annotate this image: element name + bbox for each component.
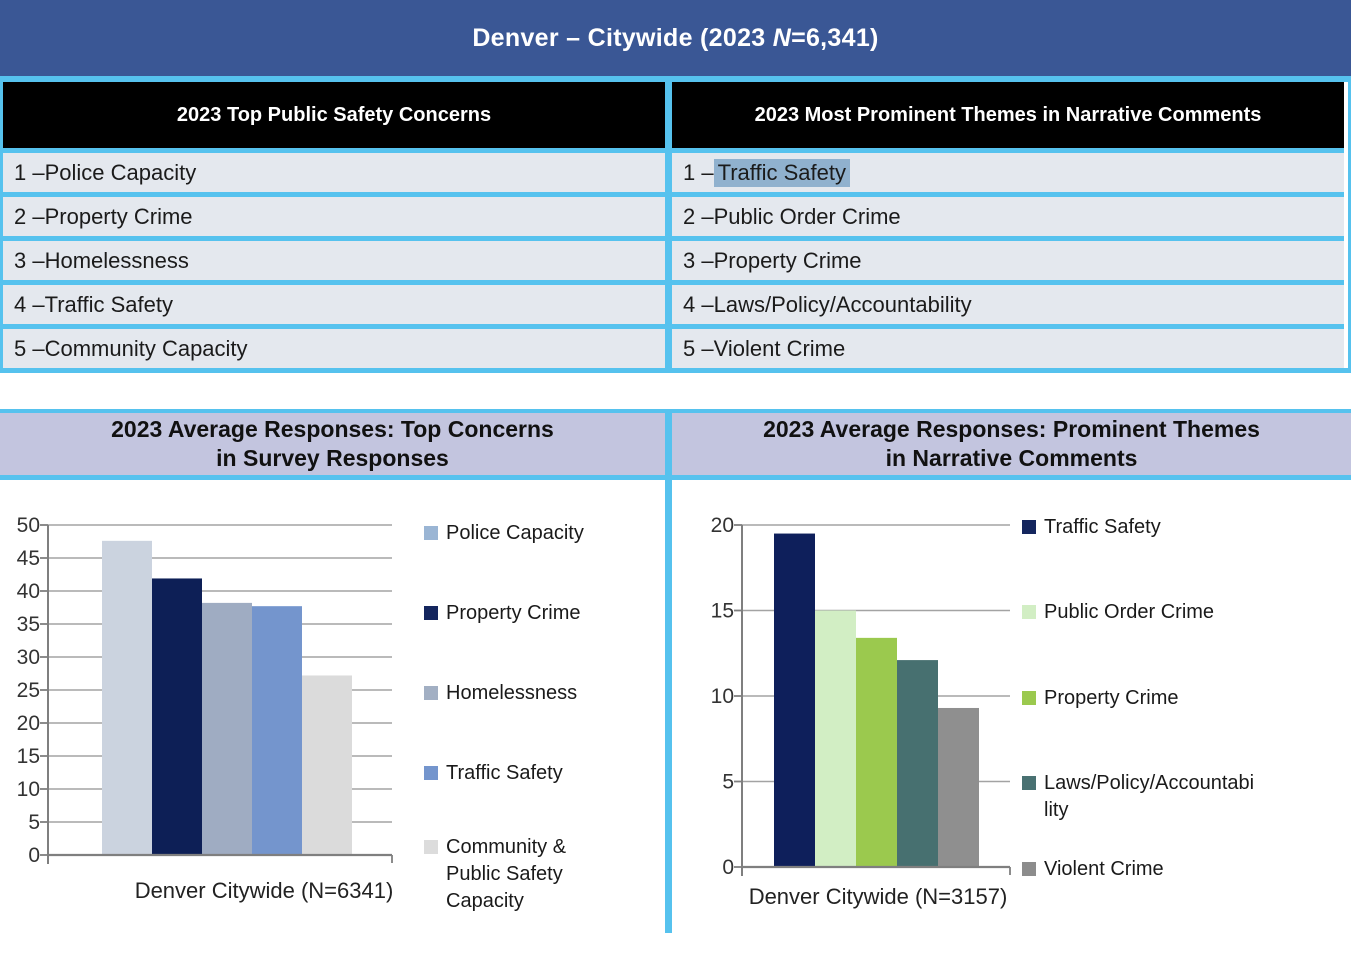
legend-label-property-crime: Property Crime: [446, 602, 580, 624]
legend-label-public-order-crime: Public Order Crime: [1044, 601, 1214, 623]
y-tick-label: 40: [17, 580, 40, 603]
legend-label-violent-crime: Violent Crime: [1044, 858, 1164, 880]
y-tick-label: 5: [28, 811, 40, 834]
table-row: 5 – Community Capacity: [3, 324, 665, 368]
divider: [665, 413, 672, 475]
legend-label-laws-policy-accountability: Laws/Policy/Accountabi lity: [1044, 772, 1254, 821]
table-row: 2 – Property Crime: [3, 192, 665, 236]
bar-traffic-safety: [252, 606, 302, 855]
y-tick-label: 15: [711, 600, 734, 623]
legend-label-traffic-safety: Traffic Safety: [446, 762, 563, 784]
italic-n: N: [772, 24, 792, 52]
legend-swatch-community-public-safety-capacity: [424, 840, 438, 854]
page-title: Denver – Citywide (2023 N=6,341): [472, 24, 879, 52]
themes-chart-panel: 0 5 10 15 20 Denver Citywide (N=3157) Traffic …: [672, 480, 1351, 933]
concerns-chart-title: 2023 Average Responses: Top Concerns in …: [0, 413, 665, 475]
table-row: 3 – Property Crime: [672, 236, 1344, 280]
y-tick-label: 45: [17, 547, 40, 570]
legend-swatch-property-crime: [424, 606, 438, 620]
legend-swatch-traffic-safety: [424, 766, 438, 780]
bar-police-capacity: [102, 540, 152, 855]
table-row: 1 – Traffic Safety: [672, 148, 1344, 192]
table-row: 2 – Public Order Crime: [672, 192, 1344, 236]
x-axis-label: Denver Citywide (N=3157): [749, 884, 1008, 909]
y-tick-label: 20: [17, 712, 40, 735]
bar-laws-policy-accountability: [897, 660, 938, 867]
legend-label-homelessness: Homelessness: [446, 682, 577, 704]
chart-title-bars: 2023 Average Responses: Top Concerns in …: [0, 409, 1351, 480]
legend-swatch-homelessness: [424, 686, 438, 700]
y-tick-label: 0: [722, 856, 734, 879]
bar-traffic-safety: [774, 533, 815, 867]
legend-label-community-public-safety-capacity: Community & Public Safety Capacity: [446, 836, 567, 912]
themes-bar-chart: 0 5 10 15 20 Denver Citywide (N=3157) Traffic …: [711, 514, 1254, 909]
legend-swatch-property-crime: [1022, 691, 1036, 705]
legend-label-traffic-safety: Traffic Safety: [1044, 516, 1161, 538]
bar-property-crime: [856, 637, 897, 867]
y-tick-label: 15: [17, 745, 40, 768]
y-tick-label: 10: [17, 778, 40, 801]
bar-public-order-crime: [815, 610, 856, 867]
themes-table-header: 2023 Most Prominent Themes in Narrative …: [672, 82, 1344, 148]
y-tick-label: 0: [28, 844, 40, 867]
y-tick-label: 50: [17, 514, 40, 537]
concerns-table: 2023 Top Public Safety Concerns 1 – Poli…: [3, 82, 665, 368]
concerns-chart-panel: 0 5 10 15 20 25 30 35 40 45 50 Denver Citywide (N=6…: [0, 480, 665, 933]
concerns-bar-chart: 0 5 10 15 20 25 30 35 40 45 50 Denver Citywide (N=6…: [17, 514, 584, 912]
page-title-banner: Denver – Citywide (2023 N=6,341): [0, 0, 1351, 76]
charts-section: 0 5 10 15 20 25 30 35 40 45 50 Denver Citywide (N=6…: [0, 480, 1351, 933]
divider: [665, 82, 672, 368]
divider: [0, 76, 1351, 82]
table-row: 4 – Traffic Safety: [3, 280, 665, 324]
legend-swatch-violent-crime: [1022, 862, 1036, 876]
bar-violent-crime: [938, 707, 979, 867]
table-row: 4 – Laws/Policy/Accountability: [672, 280, 1344, 324]
spacer: [0, 373, 1351, 409]
rankings-tables: 2023 Top Public Safety Concerns 1 – Poli…: [0, 82, 1351, 373]
y-tick-label: 5: [722, 771, 734, 794]
table-row: 5 – Violent Crime: [672, 324, 1344, 368]
legend-swatch-traffic-safety: [1022, 520, 1036, 534]
themes-table: 2023 Most Prominent Themes in Narrative …: [672, 82, 1344, 368]
legend-swatch-laws-policy-accountability: [1022, 776, 1036, 790]
y-tick-label: 35: [17, 613, 40, 636]
bar-community-public-safety-capacity: [302, 675, 352, 855]
selected-text-highlight: Traffic Safety: [713, 158, 850, 187]
bar-homelessness: [202, 602, 252, 855]
legend-swatch-police-capacity: [424, 526, 438, 540]
bar-property-crime: [152, 578, 202, 855]
y-tick-label: 20: [711, 514, 734, 537]
legend-label-police-capacity: Police Capacity: [446, 522, 584, 544]
table-row: 1 – Police Capacity: [3, 148, 665, 192]
y-tick-label: 30: [17, 646, 40, 669]
divider: [665, 480, 672, 933]
legend-label-property-crime: Property Crime: [1044, 687, 1178, 709]
themes-chart-title: 2023 Average Responses: Prominent Themes…: [672, 413, 1351, 475]
x-axis-label: Denver Citywide (N=6341): [135, 878, 394, 903]
y-tick-label: 25: [17, 679, 40, 702]
concerns-table-header: 2023 Top Public Safety Concerns: [3, 82, 665, 148]
table-row: 3 – Homelessness: [3, 236, 665, 280]
legend-swatch-public-order-crime: [1022, 605, 1036, 619]
y-tick-label: 10: [711, 685, 734, 708]
